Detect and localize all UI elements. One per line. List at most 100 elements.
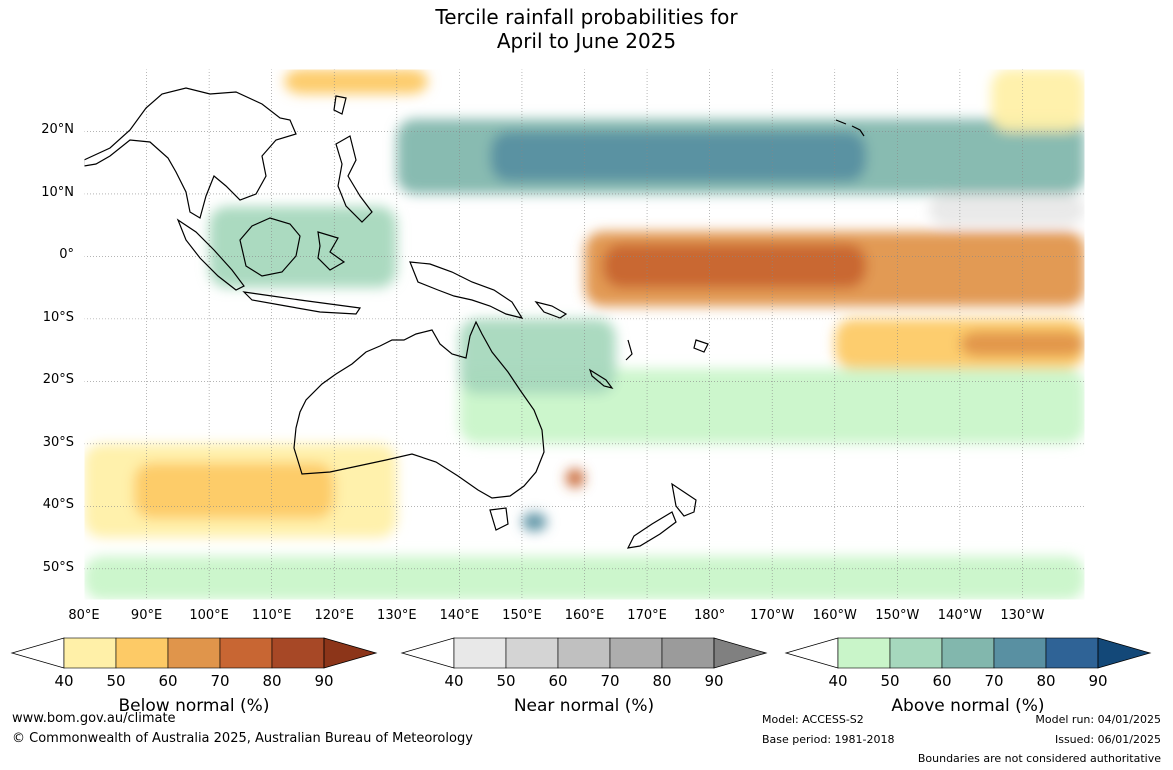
colorbar-segment bbox=[115, 637, 169, 669]
colorbar-segment bbox=[889, 637, 943, 669]
lon-tick-label: 160°E bbox=[564, 608, 605, 623]
colorbar-segment bbox=[219, 637, 273, 669]
taiwan-outline bbox=[333, 95, 347, 115]
lat-tick-label: 30°S bbox=[42, 434, 74, 450]
model-run-date: Model run: 04/01/2025 bbox=[1035, 713, 1161, 726]
lat-tick-label: 40°S bbox=[42, 497, 74, 513]
near-normal-label: Near normal (%) bbox=[513, 696, 655, 716]
colorbar-segment bbox=[271, 637, 325, 669]
colorbar-tick-near: 40 bbox=[444, 672, 464, 690]
colorbar-max-arrow bbox=[1097, 637, 1152, 669]
colorbar-segment bbox=[167, 637, 221, 669]
colorbar-segment bbox=[993, 637, 1047, 669]
model-name: Model: ACCESS-S2 bbox=[762, 713, 864, 726]
colorbar-tick-near: 90 bbox=[704, 672, 724, 690]
base-period: Base period: 1981-2018 bbox=[762, 733, 895, 746]
copyright: © Commonwealth of Australia 2025, Austra… bbox=[12, 731, 473, 746]
colorbar-tick-above: 60 bbox=[932, 672, 952, 690]
above-normal-label: Above normal (%) bbox=[891, 696, 1045, 716]
colorbar-tick-near: 50 bbox=[496, 672, 516, 690]
colorbar-segment bbox=[609, 637, 663, 669]
lon-tick-label: 180° bbox=[693, 608, 726, 623]
lat-tick-label: 50°S bbox=[42, 559, 74, 575]
region-below-15 bbox=[991, 69, 1085, 132]
colorbar-segment bbox=[661, 637, 715, 669]
region-above-9 bbox=[459, 368, 1085, 444]
sumatra-outline bbox=[176, 218, 245, 291]
region-above-13 bbox=[521, 512, 547, 532]
colorbar-min-arrow bbox=[10, 637, 65, 669]
lon-tick-label: 170°W bbox=[750, 608, 795, 623]
colorbars bbox=[10, 637, 1152, 669]
philippines-outline bbox=[335, 135, 373, 223]
chart-title-line-1: Tercile rainfall probabilities for bbox=[435, 5, 738, 29]
lon-tick-label: 130°W bbox=[1000, 608, 1045, 623]
colorbar-tick-below: 50 bbox=[106, 672, 126, 690]
issued-date: Issued: 06/01/2025 bbox=[1054, 733, 1161, 746]
region-above-2 bbox=[209, 206, 397, 288]
sulawesi-outline bbox=[317, 231, 346, 271]
colorbar-tick-above: 80 bbox=[1036, 672, 1056, 690]
fiji-outline bbox=[693, 339, 709, 353]
region-below-12 bbox=[565, 468, 585, 488]
borneo-outline bbox=[239, 217, 301, 277]
australia-outline bbox=[293, 320, 545, 499]
region-below-14 bbox=[284, 69, 429, 94]
colorbar-tick-above: 40 bbox=[828, 672, 848, 690]
vanuatu-outline bbox=[625, 339, 633, 361]
graticule bbox=[84, 69, 1085, 600]
map-frame bbox=[83, 68, 1086, 601]
colorbar-segment bbox=[557, 637, 611, 669]
new-zealand-south-outline bbox=[626, 511, 677, 549]
colorbar-tick-above: 50 bbox=[880, 672, 900, 690]
colorbar-segment bbox=[941, 637, 995, 669]
region-below-8 bbox=[134, 462, 335, 519]
lon-tick-label: 80°E bbox=[68, 608, 100, 623]
colorbar-segment bbox=[837, 637, 891, 669]
bom-url: www.bom.gov.au/climate bbox=[12, 711, 176, 726]
colorbar-tick-below: 40 bbox=[54, 672, 74, 690]
colorbar-segment bbox=[453, 637, 507, 669]
lon-tick-label: 150°E bbox=[502, 608, 542, 623]
region-above-1 bbox=[490, 131, 867, 182]
lon-tick-label: 120°E bbox=[314, 608, 355, 623]
colorbar-near-normal bbox=[400, 637, 768, 669]
new-zealand-north-outline bbox=[671, 482, 697, 517]
lon-tick-label: 140°E bbox=[439, 608, 480, 623]
hawaii-outline bbox=[835, 119, 865, 137]
colorbar-tick-above: 90 bbox=[1088, 672, 1108, 690]
chart-title-line-2: April to June 2025 bbox=[496, 29, 677, 53]
colorbar-min-arrow bbox=[784, 637, 839, 669]
boundaries-disclaimer: Boundaries are not considered authoritat… bbox=[917, 752, 1161, 765]
colorbar-segment bbox=[505, 637, 559, 669]
colorbar-below-normal bbox=[10, 637, 378, 669]
colorbar-tick-below: 60 bbox=[158, 672, 178, 690]
lon-tick-label: 100°E bbox=[189, 608, 229, 623]
java-outline bbox=[242, 291, 362, 315]
region-above-10 bbox=[459, 318, 616, 394]
colorbar-tick-near: 80 bbox=[652, 672, 672, 690]
colorbar-max-arrow bbox=[713, 637, 768, 669]
new-caledonia-outline bbox=[588, 368, 614, 389]
colorbar-tick-above: 70 bbox=[984, 672, 1004, 690]
lon-tick-label: 150°W bbox=[875, 608, 920, 623]
region-above-11 bbox=[84, 556, 1085, 600]
coastlines bbox=[84, 87, 865, 549]
region-near-16 bbox=[928, 193, 1085, 226]
lat-tick-label: 10°N bbox=[41, 184, 74, 200]
below-normal-label: Below normal (%) bbox=[118, 696, 270, 716]
lon-tick-label: 160°W bbox=[812, 608, 857, 623]
solomon-islands-outline bbox=[534, 300, 568, 319]
lon-tick-label: 90°E bbox=[130, 608, 163, 623]
colorbar-tick-below: 90 bbox=[314, 672, 334, 690]
region-below-6 bbox=[959, 331, 1085, 357]
lat-tick-label: 0° bbox=[59, 247, 74, 263]
lat-tick-label: 10°S bbox=[42, 309, 74, 325]
se-asia-mainland-outline bbox=[84, 87, 297, 219]
tasmania-outline bbox=[489, 507, 509, 531]
new-guinea-outline bbox=[409, 261, 524, 319]
lon-tick-label: 140°W bbox=[937, 608, 982, 623]
colorbar-tick-below: 70 bbox=[210, 672, 230, 690]
colorbar-min-arrow bbox=[400, 637, 455, 669]
